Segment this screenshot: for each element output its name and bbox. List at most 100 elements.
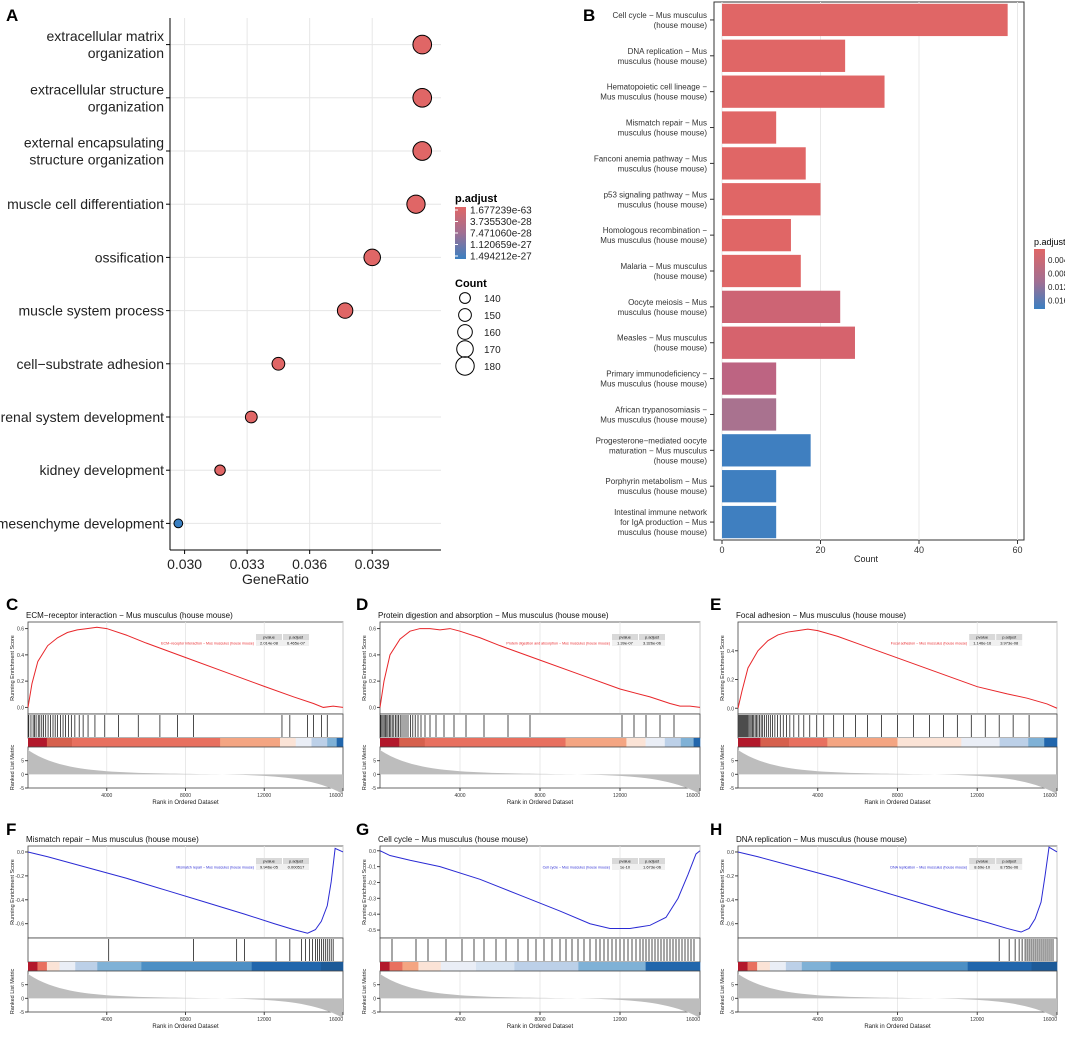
category-label: p53 signaling pathway − Mus musculus (hou… <box>604 190 708 209</box>
rank-heat-segment <box>769 962 787 971</box>
term-label: kidney development <box>39 462 164 478</box>
dot-point <box>173 518 184 529</box>
category-label: Cell cycle − Mus musculus (house mouse) <box>613 11 708 30</box>
color-legend-label: 0.004 <box>1048 256 1065 265</box>
size-legend-label: 150 <box>484 311 501 322</box>
panel-letter-c: C <box>6 595 18 614</box>
annotation-header-bg <box>969 858 996 864</box>
ranked-y-tick-label: 5 <box>373 983 376 989</box>
rank-heat-segment <box>418 962 442 971</box>
rank-heat-segment <box>46 738 73 747</box>
annotation-padjust: 3.973e-08 <box>1000 641 1019 646</box>
rank-heat-segment <box>28 738 48 747</box>
x-tick-label: 0 <box>719 545 724 555</box>
x-axis-title: Rank in Ordered Dataset <box>507 1024 574 1030</box>
x-tick-label: 4000 <box>454 793 465 799</box>
ranked-y-tick-label: 5 <box>21 983 24 989</box>
ranked-y-tick-label: -5 <box>372 786 377 792</box>
annotation-row-bg <box>969 640 1023 646</box>
y-tick-label: -0.6 <box>15 922 24 928</box>
annotation-row-bg <box>256 864 309 870</box>
annotation-gene-set: Focal adhesion − Mus musculus (house mou… <box>891 642 967 646</box>
y-tick-label: 0.4 <box>369 653 376 659</box>
bar <box>722 111 777 144</box>
x-tick-label: 4000 <box>101 1017 112 1023</box>
y-tick-label: 0.2 <box>17 679 24 685</box>
term-label: cell−substrate adhesion <box>17 356 165 372</box>
dot-point <box>412 87 433 108</box>
ranked-y-axis-title: Ranked List Metric <box>720 968 726 1014</box>
x-tick-label: 4000 <box>454 1017 465 1023</box>
enrichment-score-line <box>379 628 701 708</box>
annotation-padjust-header: p.adjust <box>289 859 304 864</box>
rank-heat-segment <box>1044 738 1058 747</box>
rank-heat-segment <box>72 738 221 747</box>
ranked-y-tick-label: 0 <box>21 996 24 1002</box>
rank-heat-segment <box>626 738 646 747</box>
x-tick-label: 0.039 <box>355 556 390 572</box>
x-tick-label: 16000 <box>686 793 700 799</box>
annotation-row-bg <box>612 640 665 646</box>
y-tick-label: 0.4 <box>727 649 734 655</box>
rank-heat-segment <box>399 738 426 747</box>
term-label: mesenchyme development <box>0 515 164 531</box>
x-tick-label: 12000 <box>257 1017 271 1023</box>
x-tick-label: 0.033 <box>230 556 265 572</box>
x-tick-label: 16000 <box>329 793 343 799</box>
bar <box>722 290 841 324</box>
rank-heat-segment <box>380 738 400 747</box>
x-tick-label: 8000 <box>180 1017 191 1023</box>
bar <box>722 362 777 395</box>
bar <box>722 75 885 108</box>
x-axis-title: Rank in Ordered Dataset <box>864 1024 931 1030</box>
x-axis-title: Rank in Ordered Dataset <box>864 800 931 806</box>
enrichment-score-line <box>27 847 344 934</box>
dot-point <box>271 356 286 371</box>
ranked-metric-area <box>380 750 700 795</box>
panel-letter-g: G <box>356 820 369 839</box>
annotation-header-bg <box>256 858 282 864</box>
annotation-header-bg <box>996 858 1023 864</box>
ranked-metric-area <box>28 974 343 1019</box>
size-legend-circle <box>456 340 474 358</box>
rank-heat-segment <box>46 962 60 971</box>
category-label: Oocyte meiosis − Mus musculus (house mous… <box>618 298 708 317</box>
hit-plot-area <box>379 937 701 963</box>
annotation-row-bg <box>612 864 665 870</box>
y-tick-label: 0.0 <box>17 850 24 856</box>
ranked-y-tick-label: -5 <box>730 786 735 792</box>
x-tick-label: 16000 <box>1043 793 1057 799</box>
dot-plot-panel: extracellular matrix organization extracel… <box>0 18 532 587</box>
y-tick-label: 0.0 <box>727 850 734 856</box>
bar <box>722 434 811 467</box>
size-legend-circle <box>459 292 471 304</box>
y-tick-label: -0.3 <box>367 896 376 902</box>
color-legend-bar <box>1034 249 1045 309</box>
category-label: Homologous recombination − Mus musculus (… <box>600 226 707 245</box>
size-legend-label: 160 <box>484 328 501 339</box>
y-tick-label: -0.2 <box>725 874 734 880</box>
annotation-gene-set: Protein digestion and absorption − Mus m… <box>506 642 610 646</box>
y-tick-label: -0.4 <box>367 912 376 918</box>
annotation-header-bg <box>283 858 309 864</box>
x-tick-label: 4000 <box>812 793 823 799</box>
x-tick-label: 16000 <box>329 1017 343 1023</box>
rank-heat-segment <box>440 962 477 971</box>
color-legend-label: 3.735530e-28 <box>470 217 532 228</box>
term-label: ossification <box>95 249 164 265</box>
dot-point <box>412 141 433 161</box>
x-tick-label: 12000 <box>257 793 271 799</box>
y-axis-title: Running Enrichment Score <box>10 635 16 701</box>
annotation-gene-set: DNA replication − Mus musculus (house mo… <box>890 866 967 870</box>
annotation-pvalue: 2.014e-08 <box>260 641 279 646</box>
ranked-metric-area <box>380 974 700 1019</box>
rank-heat-segment <box>97 962 142 971</box>
gsea-title: DNA replication − Mus musculus (house mo… <box>736 835 907 844</box>
y-tick-label: 0.6 <box>369 627 376 633</box>
category-label: Primary immunodeficiency − Mus musculus (… <box>600 370 707 389</box>
annotation-padjust-header: p.adjust <box>289 635 304 640</box>
ranked-y-axis-title: Ranked List Metric <box>10 744 16 790</box>
annotation-header-bg <box>639 634 665 640</box>
rank-heat-segment <box>789 738 828 747</box>
bar <box>722 39 846 72</box>
